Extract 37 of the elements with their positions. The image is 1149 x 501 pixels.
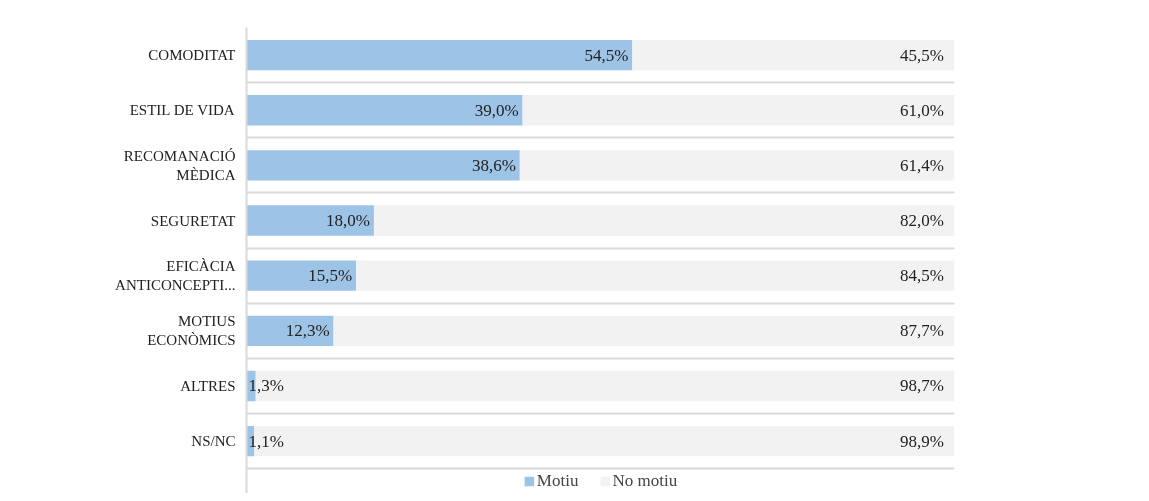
bar bbox=[246, 260, 357, 291]
bar bbox=[373, 205, 955, 236]
y-tick-label: ESTIL DE VIDA bbox=[129, 102, 235, 119]
data-label: 98,9% bbox=[899, 431, 944, 451]
data-label: 82,0% bbox=[899, 211, 944, 231]
data-label: 15,5% bbox=[308, 266, 353, 286]
bar bbox=[632, 39, 955, 71]
data-label: 39,0% bbox=[474, 100, 519, 120]
y-tick-label: RECOMANACIÓ MÈDICA bbox=[123, 147, 236, 183]
data-label: 45,5% bbox=[899, 45, 944, 65]
bar bbox=[246, 95, 523, 126]
bar bbox=[246, 150, 520, 181]
data-label: 1,1% bbox=[248, 431, 284, 451]
y-tick-label: MOTIUS ECONÒMICS bbox=[147, 313, 236, 349]
data-label: 84,5% bbox=[899, 266, 944, 286]
y-tick-label: SEGURETAT bbox=[150, 212, 236, 229]
data-label: 87,7% bbox=[899, 321, 944, 341]
data-label: 12,3% bbox=[285, 321, 330, 341]
data-label: 38,6% bbox=[471, 155, 516, 175]
data-label: 54,5% bbox=[584, 45, 629, 65]
data-label: 61,4% bbox=[899, 155, 944, 175]
y-tick-label: COMODITAT bbox=[148, 47, 236, 64]
data-label: 98,7% bbox=[899, 376, 944, 396]
bar bbox=[333, 315, 955, 346]
bar bbox=[356, 260, 955, 291]
bar bbox=[246, 39, 633, 71]
y-tick-label: EFICÀCIA ANTICONCEPTI... bbox=[115, 258, 236, 294]
legend-label: No motiu bbox=[612, 471, 678, 491]
data-label: 1,3% bbox=[248, 376, 284, 396]
legend-label: Motiu bbox=[536, 471, 579, 491]
y-tick-label: NS/NC bbox=[191, 433, 236, 450]
bar bbox=[519, 150, 955, 181]
bar bbox=[522, 95, 955, 126]
bar bbox=[246, 205, 374, 236]
data-label: 18,0% bbox=[326, 211, 370, 231]
y-tick-label: ALTRES bbox=[180, 377, 236, 394]
data-label: 61,0% bbox=[899, 100, 944, 120]
